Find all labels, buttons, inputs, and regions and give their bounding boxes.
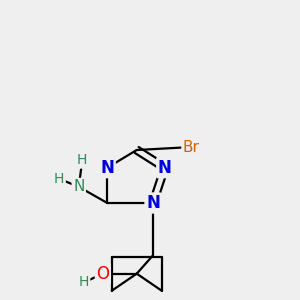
Text: N: N (73, 179, 84, 194)
Text: O: O (96, 265, 110, 283)
Text: N: N (158, 159, 172, 177)
Text: H: H (77, 153, 88, 167)
Text: N: N (146, 194, 160, 212)
Text: Br: Br (183, 140, 200, 154)
Text: H: H (79, 275, 89, 290)
Text: N: N (100, 159, 114, 177)
Text: H: H (54, 172, 64, 186)
